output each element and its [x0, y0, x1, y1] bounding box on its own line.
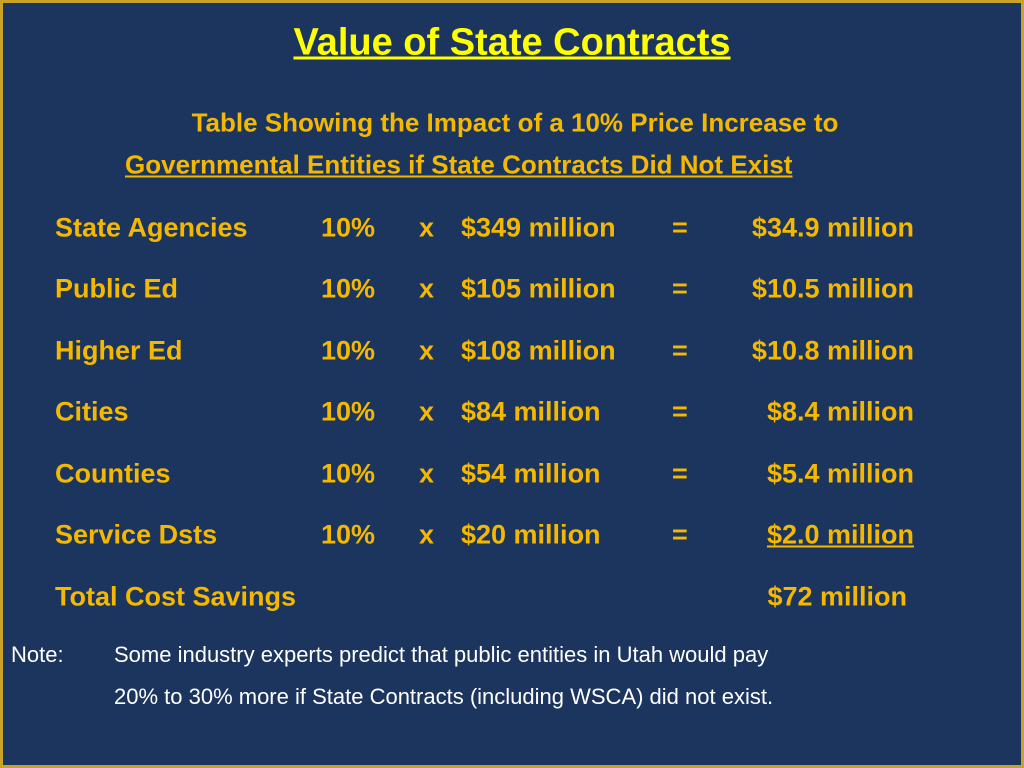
- equals: =: [672, 396, 688, 427]
- rate: 10%: [321, 519, 376, 550]
- amount: $349 million: [461, 212, 616, 243]
- times: x: [419, 335, 435, 366]
- times: x: [419, 396, 435, 427]
- total-value: $72 million: [767, 581, 907, 612]
- result: $2.0 million: [766, 519, 914, 550]
- result: $5.4 million: [766, 458, 914, 489]
- amount: $105 million: [461, 273, 616, 304]
- result: $8.4 million: [766, 396, 914, 427]
- entity: Public Ed: [55, 273, 179, 304]
- note-text: Some industry experts predict that publi…: [114, 642, 769, 667]
- times: x: [419, 273, 435, 304]
- times: x: [419, 212, 435, 243]
- note-label: Note:: [11, 642, 64, 667]
- result: $10.8 million: [751, 335, 914, 366]
- result: $10.5 million: [751, 273, 914, 304]
- amount: $54 million: [461, 458, 601, 489]
- total-label: Total Cost Savings: [55, 581, 297, 612]
- subtitle: Table Showing the Impact of a 10% Price …: [191, 107, 839, 138]
- rate: 10%: [321, 212, 376, 243]
- equals: =: [672, 458, 688, 489]
- entity: Counties: [55, 458, 171, 489]
- entity: Higher Ed: [55, 335, 183, 366]
- rate: 10%: [321, 273, 376, 304]
- result: $34.9 million: [751, 212, 914, 243]
- entity: Service Dsts: [55, 519, 218, 550]
- equals: =: [672, 212, 688, 243]
- amount: $84 million: [461, 396, 601, 427]
- equals: =: [672, 273, 688, 304]
- entity: Cities: [55, 396, 129, 427]
- times: x: [419, 458, 435, 489]
- rate: 10%: [321, 396, 376, 427]
- equals: =: [672, 519, 688, 550]
- subtitle: Governmental Entities if State Contracts…: [125, 149, 793, 180]
- note-text: 20% to 30% more if State Contracts (incl…: [114, 684, 774, 709]
- equals: =: [672, 335, 688, 366]
- rate: 10%: [321, 458, 376, 489]
- title: Value of State Contracts: [293, 21, 731, 64]
- entity: State Agencies: [55, 212, 248, 243]
- times: x: [419, 519, 435, 550]
- rate: 10%: [321, 335, 376, 366]
- amount: $20 million: [461, 519, 601, 550]
- amount: $108 million: [461, 335, 616, 366]
